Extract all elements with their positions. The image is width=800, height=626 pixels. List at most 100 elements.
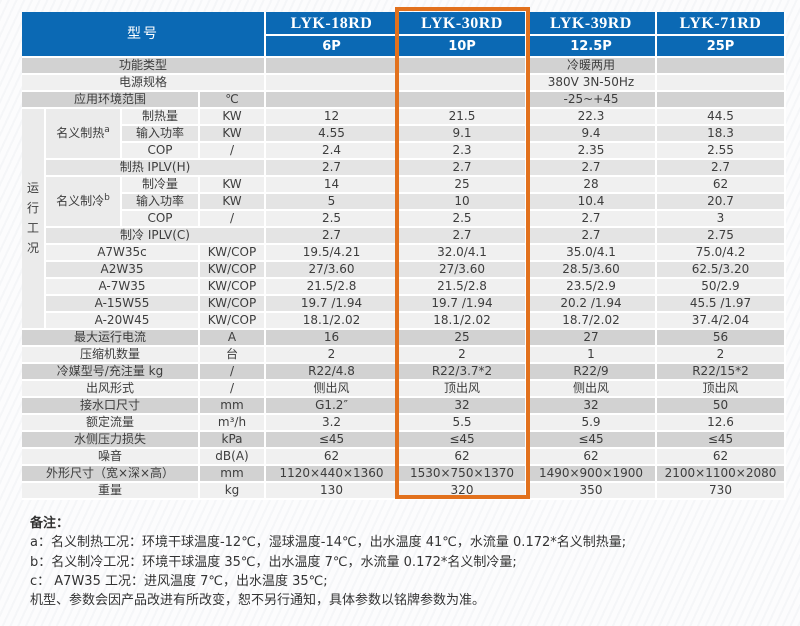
row-label: 制冷量: [122, 177, 200, 194]
unit-cell: A: [200, 330, 266, 347]
note-line-a: a：名义制热工况：环境干球温度-12℃，湿球温度-14℃，出水温度 41℃，水流…: [30, 535, 627, 551]
unit-cell: /: [200, 143, 266, 160]
note-line-c: c： A7W35 工况：进风温度 7℃，出水温度 35℃;: [30, 573, 328, 589]
row-label: 水侧压力损失: [22, 432, 200, 449]
value-cell: 2.7: [657, 160, 786, 177]
value-cell: ≤45: [527, 432, 657, 449]
spec-row: 外形尺寸（宽×深×高） mm 1120×440×1360 1530×750×1370 1…: [22, 466, 786, 483]
spec-row: 噪音 dB(A) 62 62 62 62: [22, 449, 786, 466]
unit-cell: KW/COP: [200, 279, 266, 296]
value-cell: 2.55: [657, 143, 786, 160]
spec-row: 接水口尺寸 mm G1.2″ 32 32 50: [22, 398, 786, 415]
value-cell: 75.0/4.2: [657, 245, 786, 262]
value-cell: R22/4.8: [266, 364, 399, 381]
spec-row: A7W35c KW/COP 19.5/4.21 32.0/4.1 35.0/4.1 75.…: [22, 245, 786, 262]
spec-row: COP/2.5 2.5 2.7 3: [22, 211, 786, 228]
empty-value-cell: [399, 58, 527, 75]
value-cell: 27/3.60: [266, 262, 399, 279]
empty-value-cell: [266, 58, 399, 75]
value-cell: G1.2″: [266, 398, 399, 415]
value-cell: 2.75: [657, 228, 786, 245]
value-cell: 18.1/2.02: [266, 313, 399, 330]
spec-row: 应用环境范围 ℃ -25~+45: [22, 92, 786, 109]
unit-cell: m³/h: [200, 415, 266, 432]
value-cell: 2: [266, 347, 399, 364]
unit-cell: dB(A): [200, 449, 266, 466]
row-label: A7W35c: [46, 245, 200, 262]
value-cell: 1: [527, 347, 657, 364]
value-cell: 21.5/2.8: [266, 279, 399, 296]
empty-value-cell: [399, 75, 527, 92]
value-cell: 21.5/2.8: [399, 279, 527, 296]
value-cell: 45.5 /1.97: [657, 296, 786, 313]
value-cell: 2.7: [266, 228, 399, 245]
value-cell: 10.4: [527, 194, 657, 211]
empty-value-cell: [657, 75, 786, 92]
value-cell: 1490×900×1900: [527, 466, 657, 483]
value-cell: 19.7 /1.94: [266, 296, 399, 313]
value-cell: 5.5: [399, 415, 527, 432]
value-cell: 23.5/2.9: [527, 279, 657, 296]
value-cell: 顶出风: [657, 381, 786, 398]
value-cell: 37.4/2.04: [657, 313, 786, 330]
model-column-header: 型号: [22, 12, 266, 58]
value-cell: 侧出风: [266, 381, 399, 398]
unit-cell: KW: [200, 109, 266, 126]
value-cell: 2.5: [266, 211, 399, 228]
value-cell: 350: [527, 483, 657, 500]
row-label: 接水口尺寸: [22, 398, 200, 415]
notes: 备注： a：名义制热工况：环境干球温度-12℃，湿球温度-14℃，出水温度 41…: [30, 514, 790, 610]
spec-row: 最大运行电流 A 16 25 27 56: [22, 330, 786, 347]
row-label: 噪音: [22, 449, 200, 466]
value-cell: 9.1: [399, 126, 527, 143]
value-cell: 25: [399, 330, 527, 347]
row-label: 重量: [22, 483, 200, 500]
value-cell: 3: [657, 211, 786, 228]
empty-value-cell: [266, 75, 399, 92]
value-cell: 62: [399, 449, 527, 466]
empty-value-cell: [399, 92, 527, 109]
spec-row: COP/2.4 2.3 2.35 2.55: [22, 143, 786, 160]
value-cell: 2.5: [399, 211, 527, 228]
spec-row: 功能类型 冷暖两用: [22, 58, 786, 75]
value-cell: 5.9: [527, 415, 657, 432]
value-cell: 50: [657, 398, 786, 415]
value-cell: 62: [657, 449, 786, 466]
notes-title: 备注：: [30, 516, 70, 531]
value-cell: 56: [657, 330, 786, 347]
value-cell: 35.0/4.1: [527, 245, 657, 262]
model-power-row: 6P 10P 12.5P 25P: [22, 36, 786, 58]
unit-cell: KW: [200, 194, 266, 211]
row-label: 制热 IPLV(H): [46, 160, 266, 177]
value-cell: 10: [399, 194, 527, 211]
value-cell: 32: [527, 398, 657, 415]
subgroup-label: 名义制冷b: [46, 177, 122, 228]
value-cell: 50/2.9: [657, 279, 786, 296]
merged-value-cell: 冷暖两用: [527, 58, 657, 75]
model-name-row: 型号 LYK-18RD LYK-30RD LYK-39RD LYK-71RD: [22, 12, 786, 58]
value-cell: 22.3: [527, 109, 657, 126]
unit-cell: KW: [200, 126, 266, 143]
value-cell: 2100×1100×2080: [657, 466, 786, 483]
value-cell: 130: [266, 483, 399, 500]
model-name-lyk-39rd: LYK-39RD: [527, 12, 657, 36]
row-label: 冷媒型号/充注量 kg: [22, 364, 200, 381]
value-cell: 2: [657, 347, 786, 364]
value-cell: 9.4: [527, 126, 657, 143]
value-cell: 14: [266, 177, 399, 194]
row-label: 应用环境范围: [22, 92, 200, 109]
spec-row: 名义制冷b 制冷量 KW 14 25 28 62: [22, 177, 786, 228]
value-cell: R22/3.7*2: [399, 364, 527, 381]
subgroup-label: 名义制热a: [46, 109, 122, 160]
value-cell: 侧出风: [527, 381, 657, 398]
model-power-lyk-71rd: 25P: [657, 36, 786, 58]
value-cell: R22/15*2: [657, 364, 786, 381]
value-cell: 12.6: [657, 415, 786, 432]
value-cell: 27: [527, 330, 657, 347]
spec-row: 制冷 IPLV(C) 2.7 2.7 2.7 2.75: [22, 228, 786, 245]
value-cell: 19.7 /1.94: [399, 296, 527, 313]
value-cell: 19.5/4.21: [266, 245, 399, 262]
value-cell: 2.7: [399, 160, 527, 177]
unit-cell: KW/COP: [200, 245, 266, 262]
value-cell: 2: [399, 347, 527, 364]
